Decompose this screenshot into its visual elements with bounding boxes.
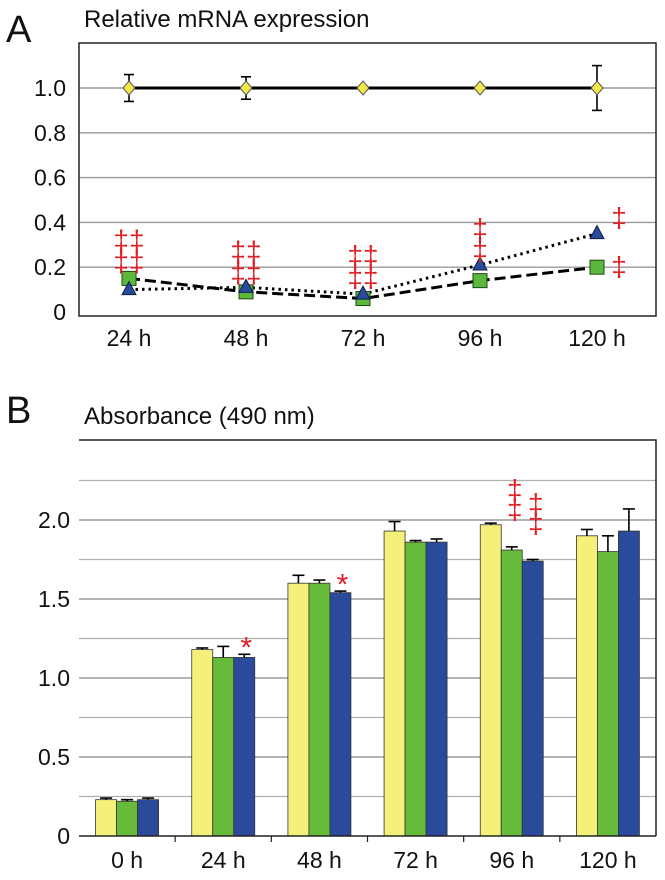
significance-marker: * bbox=[337, 568, 349, 601]
significance-marker: ‡‡ bbox=[230, 235, 261, 266]
panel-b-x-ticks: 0 h 24 h 48 h 72 h 96 h 120 h bbox=[111, 836, 637, 873]
panel-b-label: B bbox=[6, 390, 31, 432]
bar bbox=[404, 541, 427, 837]
data-point-triangle bbox=[238, 278, 254, 293]
x-tick-label: 72 h bbox=[341, 325, 386, 351]
bar bbox=[191, 649, 214, 837]
panel-a-label: A bbox=[6, 9, 32, 51]
y-tick-label: 1.0 bbox=[34, 75, 66, 101]
data-point-diamond bbox=[473, 80, 487, 96]
panel-b-gridlines bbox=[79, 479, 656, 798]
y-tick-label: 0.5 bbox=[38, 744, 70, 770]
significance-marker: ‡‡ bbox=[347, 262, 378, 293]
panel-a-plot-frame bbox=[78, 42, 657, 317]
data-point-diamond bbox=[122, 80, 136, 96]
significance-marker: ‡ bbox=[528, 508, 544, 539]
panel-a-y-ticks: 0 0.2 0.4 0.6 0.8 1.0 bbox=[34, 75, 66, 325]
y-tick-label: 0.2 bbox=[34, 254, 66, 280]
data-point-triangle bbox=[589, 224, 605, 240]
x-tick-label: 48 h bbox=[297, 847, 342, 873]
y-tick-label: 1.0 bbox=[38, 665, 70, 691]
data-point-triangle bbox=[121, 280, 137, 296]
significance-marker: ‡ bbox=[507, 494, 523, 525]
significance-marker: ‡‡ bbox=[230, 257, 261, 288]
bar bbox=[597, 551, 619, 837]
bar bbox=[212, 657, 235, 837]
x-tick-label: 96 h bbox=[458, 325, 503, 351]
significance-marker: ‡ bbox=[472, 213, 488, 244]
bar bbox=[618, 530, 640, 837]
significance-marker: * bbox=[240, 632, 252, 665]
data-point-diamond bbox=[356, 80, 370, 96]
x-tick-label: 120 h bbox=[568, 325, 626, 351]
panel-b-title: Absorbance (490 nm) bbox=[84, 403, 315, 430]
bar bbox=[383, 530, 406, 837]
significance-marker: ‡‡ bbox=[113, 246, 144, 277]
data-point-triangle bbox=[355, 285, 371, 300]
x-tick-label: 0 h bbox=[111, 847, 143, 873]
panel-a-x-ticks: 24 h 48 h 72 h 96 h 120 h bbox=[107, 325, 626, 351]
significance-marker: ‡ bbox=[528, 488, 544, 519]
panel-b-plot-frame bbox=[79, 439, 657, 836]
bar bbox=[308, 582, 331, 837]
bar bbox=[576, 535, 598, 837]
y-tick-label: 0.4 bbox=[34, 209, 66, 235]
bar bbox=[521, 560, 544, 837]
panel-b-annotations: * * ‡‡ ‡‡ bbox=[240, 474, 543, 665]
panel-b-bars bbox=[95, 508, 640, 837]
significance-marker: ‡ bbox=[611, 251, 627, 282]
panel-a-series bbox=[121, 64, 605, 307]
significance-marker: ‡ bbox=[611, 202, 627, 233]
data-point-diamond bbox=[239, 80, 253, 96]
y-tick-label: 0.6 bbox=[34, 165, 66, 191]
bar bbox=[95, 799, 117, 837]
data-point-diamond bbox=[590, 80, 604, 96]
x-tick-label: 72 h bbox=[393, 847, 438, 873]
data-point-square bbox=[472, 273, 488, 289]
panel-a-title: Relative mRNA expression bbox=[84, 6, 369, 33]
y-tick-label: 1.5 bbox=[38, 586, 70, 612]
bar bbox=[116, 800, 138, 837]
panel-a-annotations: ‡‡‡‡ ‡‡‡‡‡‡‡‡‡‡‡‡ bbox=[113, 202, 626, 293]
bar bbox=[479, 524, 502, 837]
data-point-square bbox=[589, 259, 605, 275]
bar bbox=[500, 549, 523, 837]
bar bbox=[287, 582, 310, 837]
bar bbox=[233, 657, 256, 837]
y-tick-label: 2.0 bbox=[38, 507, 70, 533]
panel-b: B Absorbance (490 nm) 0 0.5 1.0 1.5 2.0 0 h 2… bbox=[6, 390, 657, 873]
y-tick-label: 0.8 bbox=[34, 120, 66, 146]
panel-a: A Relative mRNA expression 0 0.2 0.4 0.6 0.8… bbox=[6, 6, 657, 351]
panel-b-y-ticks: 0 0.5 1.0 1.5 2.0 bbox=[38, 507, 70, 849]
bar bbox=[137, 799, 159, 837]
y-tick-label: 0 bbox=[53, 299, 66, 325]
significance-marker: ‡ bbox=[472, 235, 488, 266]
data-point-triangle bbox=[472, 255, 488, 271]
x-tick-label: 24 h bbox=[107, 325, 152, 351]
significance-marker: ‡ bbox=[507, 474, 523, 505]
y-tick-label: 0 bbox=[57, 823, 70, 849]
significance-marker: ‡‡ bbox=[113, 224, 144, 255]
bar bbox=[329, 592, 352, 837]
bar bbox=[425, 541, 448, 837]
x-tick-label: 96 h bbox=[489, 847, 534, 873]
x-tick-label: 24 h bbox=[201, 847, 246, 873]
x-tick-label: 48 h bbox=[224, 325, 269, 351]
significance-marker: ‡‡ bbox=[347, 240, 378, 271]
x-tick-label: 120 h bbox=[579, 847, 637, 873]
